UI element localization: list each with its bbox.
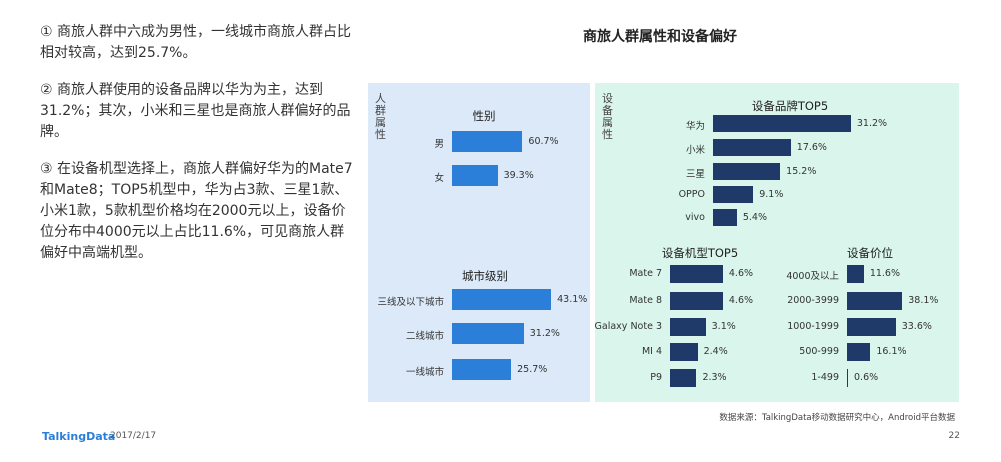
category-label: 4000及以上 (786, 271, 839, 282)
category-label: P9 (650, 372, 662, 383)
category-label: 三线及以下城市 (377, 296, 444, 308)
page-number: 22 (948, 431, 960, 441)
value-label: 4.6% (728, 268, 754, 279)
category-label: 1-499 (811, 372, 839, 383)
value-label: 11.6% (869, 268, 900, 279)
bar (670, 292, 723, 310)
category-label: OPPO (678, 188, 705, 200)
bar (713, 115, 851, 132)
chart-title: 商旅人群属性和设备偏好 (583, 29, 737, 45)
bar (847, 343, 871, 361)
summary-paragraph-3: ③ 在设备机型选择上，商旅人群偏好华为的Mate7和Mate8；TOP5机型中，… (40, 161, 353, 261)
category-label: 二线城市 (405, 330, 444, 342)
value-label: 2.4% (703, 346, 728, 357)
bar (452, 323, 524, 344)
value-label: 3.1% (711, 321, 736, 332)
value-label: 38.1% (908, 295, 939, 306)
category-label: 1000-1999 (787, 321, 839, 332)
category-label: MI 4 (641, 346, 662, 357)
category-label: 女 (434, 172, 444, 184)
value-label: 31.2% (856, 117, 888, 129)
value-label: 25.7% (517, 363, 548, 375)
chart-title-1: 城市级别 (462, 269, 508, 283)
value-label: 16.1% (876, 346, 907, 357)
category-label: 一线城市 (405, 366, 444, 378)
bar (847, 265, 864, 283)
bar (713, 186, 754, 203)
bar (670, 369, 697, 387)
value-label: 17.6% (796, 141, 827, 153)
chart-title-2: 设备品牌TOP5 (751, 99, 829, 113)
value-label: 15.2% (786, 165, 817, 177)
bar (847, 369, 848, 387)
category-label: Mate 7 (629, 268, 662, 279)
value-label: 9.1% (759, 188, 784, 200)
category-label: vivo (685, 211, 705, 223)
bar (452, 165, 498, 186)
bar (452, 359, 512, 380)
bar (713, 163, 781, 180)
bar (670, 343, 698, 361)
value-label: 2.3% (702, 372, 727, 383)
data-source-note: 数据来源：TalkingData移动数据研究中心，Android平台数据 (719, 413, 955, 423)
value-label: 43.1% (557, 293, 588, 305)
bar (713, 139, 791, 156)
value-label: 0.6% (854, 372, 879, 383)
bar (847, 318, 896, 336)
bar (713, 209, 737, 226)
summary-paragraph-2: ② 商旅人群使用的设备品牌以华为为主，达到31.2%；其次，小米和三星也是商旅人… (40, 82, 351, 140)
category-label: 500-999 (799, 346, 839, 357)
bar (670, 318, 706, 336)
bar (452, 131, 523, 152)
device-attributes-panel: 设备属性 (595, 83, 959, 402)
bar (670, 265, 723, 283)
summary-text: ① 商旅人群中六成为男性，一线城市商旅人群占比相对较高，达到25.7%。 ② 商… (40, 22, 358, 280)
category-label: 2000-3999 (787, 295, 839, 306)
category-label: Mate 8 (629, 295, 662, 306)
bar (452, 289, 552, 310)
value-label: 39.3% (503, 169, 534, 181)
summary-paragraph-1: ① 商旅人群中六成为男性，一线城市商旅人群占比相对较高，达到25.7%。 (40, 24, 351, 61)
bar (847, 292, 903, 310)
talkingdata-logo: TalkingData (42, 430, 116, 443)
category-label: Galaxy Note 3 (594, 321, 662, 332)
value-label: 4.6% (728, 295, 754, 306)
value-label: 31.2% (529, 327, 560, 339)
device-attributes-label: 设备属性 (602, 92, 613, 141)
value-label: 33.6% (901, 321, 932, 332)
chart-title-3: 设备机型TOP5 (661, 246, 739, 260)
chart-title-4: 设备价位 (847, 246, 893, 260)
category-label: 小米 (685, 144, 705, 156)
value-label: 5.4% (742, 211, 767, 223)
value-label: 60.7% (528, 135, 559, 147)
audience-attributes-label: 人群属性 (375, 92, 386, 141)
category-label: 华为 (685, 120, 705, 132)
category-label: 三星 (685, 168, 705, 180)
footer-date: 2017/2/17 (110, 431, 157, 441)
chart-title-0: 性别 (472, 109, 496, 123)
category-label: 男 (434, 138, 444, 150)
